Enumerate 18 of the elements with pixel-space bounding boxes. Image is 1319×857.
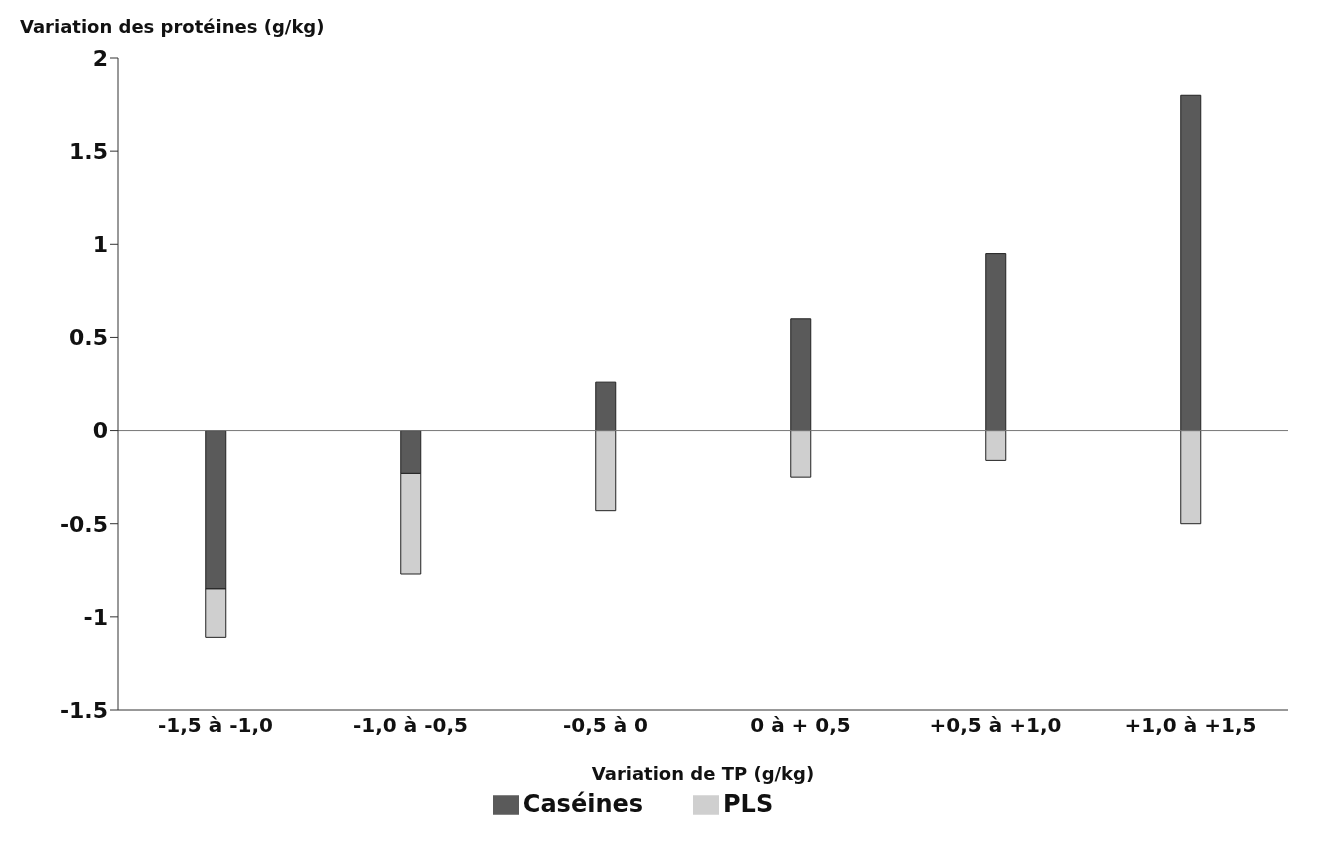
x-tick-label: -1,0 à -0,5 [353, 713, 468, 738]
legend-label: PLS [723, 790, 774, 818]
y-tick-label: 0 [92, 418, 108, 444]
x-tick-label: +0,5 à +1,0 [929, 713, 1062, 738]
x-tick-label: +1,0 à +1,5 [1124, 713, 1257, 738]
y-tick-label: 1 [92, 232, 108, 258]
x-tick-label: -1,5 à -1,0 [158, 713, 273, 738]
legend-label: Caséines [522, 790, 644, 818]
y-axis-title: Variation des protéines (g/kg) [20, 16, 325, 37]
y-tick-label: -0.5 [59, 511, 108, 537]
x-tick-label: -0,5 à 0 [562, 713, 649, 738]
x-tick-label: 0 à + 0,5 [750, 713, 851, 738]
y-tick-label: 1.5 [69, 138, 108, 164]
y-tick-label: 0.5 [69, 325, 108, 351]
x-axis-title: Variation de TP (g/kg) [591, 763, 815, 784]
y-tick-label: -1 [83, 604, 108, 630]
y-tick-label: -1.5 [59, 697, 108, 723]
y-tick-label: 2 [92, 45, 108, 71]
